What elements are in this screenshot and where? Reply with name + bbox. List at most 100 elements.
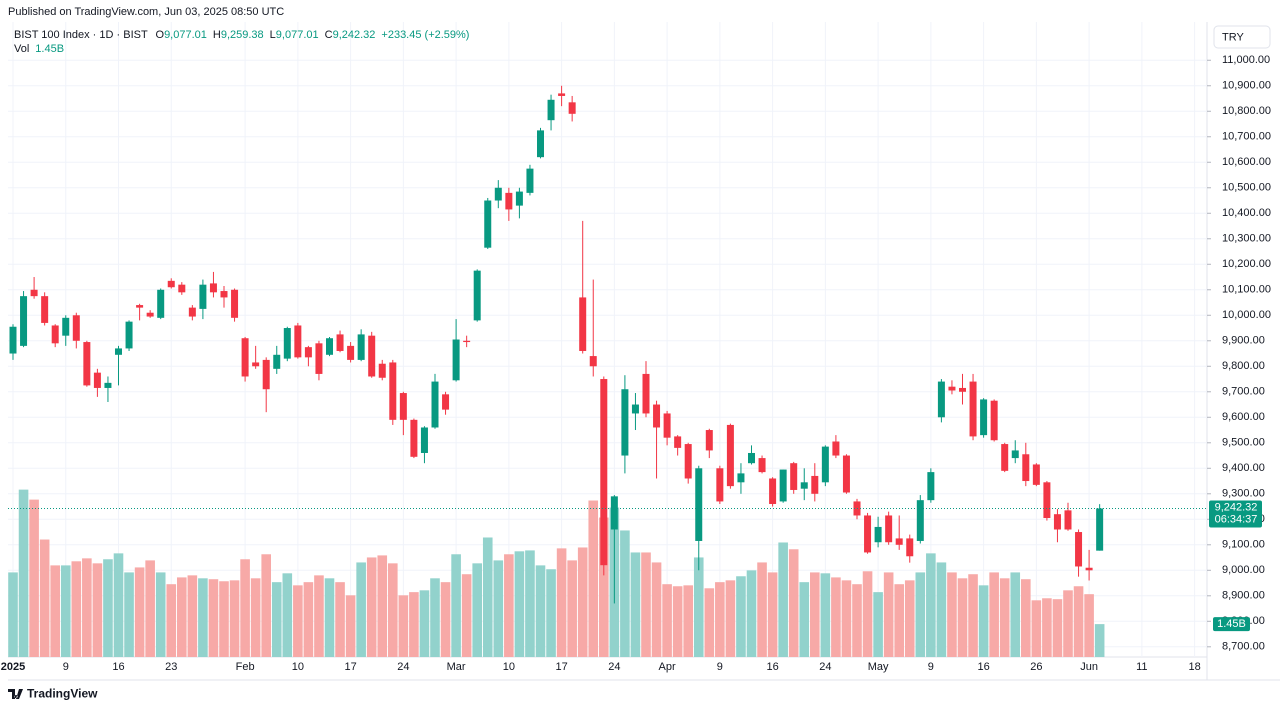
volume-bar (155, 572, 166, 657)
last-volume-box (1213, 617, 1250, 632)
candle-body (558, 93, 566, 96)
candle-body (304, 347, 312, 358)
candle-body (30, 289, 38, 297)
x-tick-label: 24 (819, 661, 831, 673)
x-tick-label: 16 (766, 661, 778, 673)
candle-body (41, 296, 49, 323)
volume-bar (736, 576, 746, 657)
candle-body (1064, 510, 1072, 530)
candle-body (399, 393, 407, 420)
x-tick-label: 18 (1188, 661, 1200, 673)
volume-bar (377, 555, 388, 657)
x-tick-label: Mar (447, 661, 466, 673)
y-tick-label: 9,700.00 (1222, 386, 1265, 398)
candle-body (104, 382, 112, 388)
candle-body (526, 168, 534, 193)
y-tick-label: 10,800.00 (1222, 105, 1271, 117)
volume-bar (187, 575, 198, 657)
x-tick-label: 24 (397, 661, 409, 673)
y-tick-label: 8,900.00 (1222, 590, 1265, 602)
y-tick-label: 9,100.00 (1222, 539, 1265, 551)
candle-body (9, 326, 17, 354)
candle-body (157, 289, 165, 318)
candle-body (800, 482, 808, 489)
x-tick-label: 23 (165, 661, 177, 673)
volume-bar (208, 579, 219, 657)
x-tick-label: 9 (928, 661, 934, 673)
volume-legend: Vol 1.45B (14, 43, 64, 55)
legend-key: C (325, 29, 333, 41)
candle-body (136, 305, 144, 308)
candle-layer (9, 85, 1104, 604)
candle-body (1075, 532, 1083, 567)
volume-bar (926, 553, 936, 657)
candle-body (188, 307, 196, 317)
y-tick-label: 11,000.00 (1222, 54, 1270, 66)
volume-bar (60, 565, 71, 657)
volume-bar (599, 517, 609, 657)
candle-body (452, 339, 460, 381)
candle-body (484, 200, 492, 248)
volume-bar (430, 578, 440, 657)
candle-body (294, 325, 302, 358)
volume-bar (947, 572, 957, 657)
volume-bar (831, 577, 841, 657)
volume-bar (1063, 590, 1073, 657)
currency-button[interactable] (1213, 25, 1271, 49)
volume-bar (219, 581, 229, 657)
volume-bar (810, 572, 820, 657)
volume-bar (303, 582, 314, 657)
x-tick-label: 26 (1030, 661, 1042, 673)
candle-body (410, 419, 418, 457)
candle-body (811, 475, 819, 494)
y-tick-label: 10,700.00 (1222, 131, 1271, 143)
candle-body (283, 328, 291, 359)
y-tick-label: 10,000.00 (1222, 309, 1271, 321)
volume-bar (134, 567, 145, 657)
volume-bar (92, 563, 103, 657)
candle-body (241, 338, 249, 377)
volume-bar (672, 586, 683, 657)
candle-body (389, 362, 397, 420)
volume-bar (198, 578, 208, 657)
volume-bar (746, 570, 757, 657)
volume-bar (725, 580, 736, 657)
volume-bar (472, 563, 482, 657)
volume-bar (1073, 586, 1084, 657)
volume-bar (177, 577, 187, 657)
candle-body (980, 399, 988, 436)
volume-legend-value: 1.45B (35, 43, 64, 55)
candle-body (937, 381, 945, 418)
volume-bar (250, 578, 261, 657)
candle-body (494, 187, 502, 201)
volume-bar (39, 539, 50, 657)
candle-body (959, 387, 966, 392)
published-note: Published on TradingView.com, Jun 03, 20… (8, 6, 284, 18)
volume-bar (398, 595, 409, 657)
last-price-label: 9,242.32 (1215, 501, 1258, 513)
volume-bar (451, 554, 461, 657)
volume-bar (936, 562, 947, 657)
last-price-box (1209, 500, 1262, 528)
x-tick-label: 10 (503, 661, 515, 673)
candle-body (62, 317, 70, 336)
candle-body (209, 283, 217, 293)
volume-bar (514, 551, 525, 657)
volume-bar (366, 557, 377, 657)
volume-bar (767, 572, 778, 657)
candle-body (473, 270, 481, 321)
x-tick-label: 2025 (1, 661, 25, 673)
candle-body (547, 99, 555, 121)
candle-body (442, 394, 450, 410)
currency-label[interactable]: TRY (1222, 31, 1244, 43)
candle-body (357, 334, 365, 360)
candle-body (273, 354, 281, 369)
candle-body (674, 436, 682, 448)
volume-bar (715, 582, 725, 657)
volume-bar (841, 580, 852, 657)
legend-value: 9,259.38 (221, 29, 264, 41)
candle-body (969, 381, 977, 437)
volume-bar (788, 549, 799, 657)
volume-bar (314, 575, 324, 657)
logo-text: TradingView (27, 687, 98, 701)
